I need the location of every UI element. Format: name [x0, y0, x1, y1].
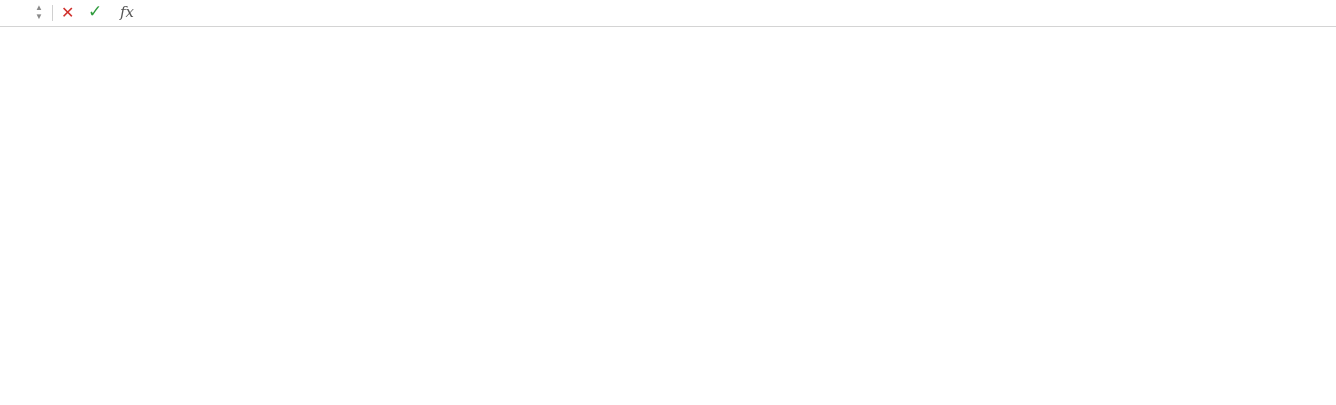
- stepper-icon[interactable]: ▲ ▼: [35, 3, 43, 21]
- formula-bar-divider: [52, 5, 53, 21]
- check-icon[interactable]: ✓: [88, 2, 103, 21]
- close-icon[interactable]: ✕: [61, 5, 75, 22]
- fx-icon[interactable]: fx: [120, 3, 135, 21]
- formula-bar: ▲ ▼ ✕ ✓ fx: [0, 0, 1336, 27]
